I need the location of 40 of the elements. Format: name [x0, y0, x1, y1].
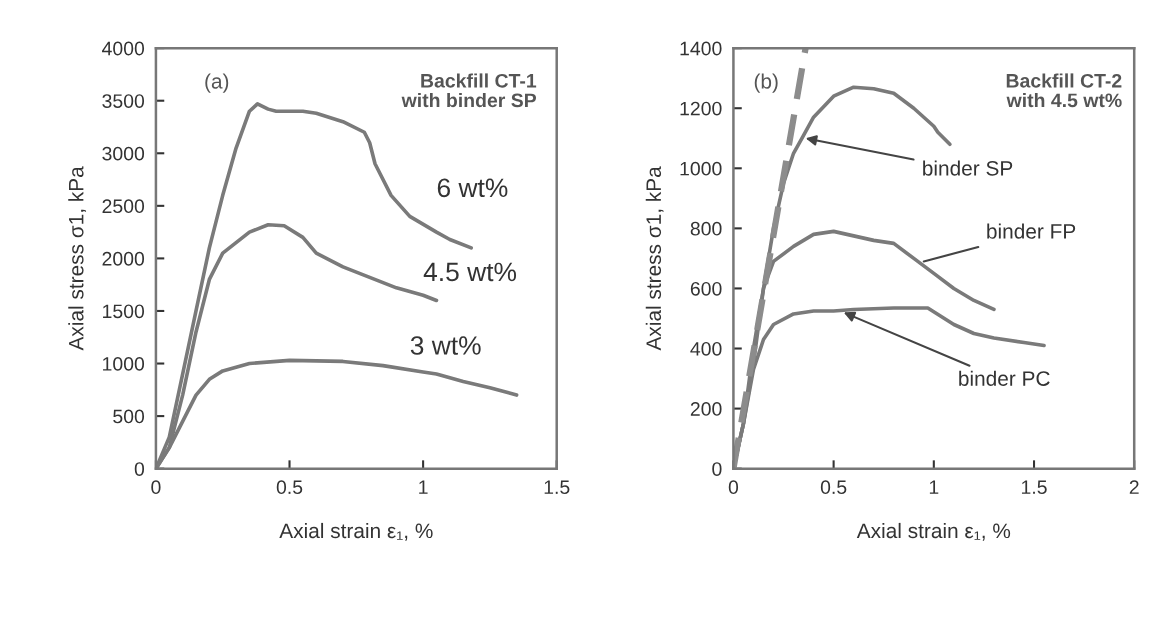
- y-tick-label: 4000: [102, 41, 145, 56]
- x-tick-label: 0: [728, 480, 739, 495]
- y-tick-label: 3500: [102, 94, 145, 108]
- y-axis-title: Axial stress σ1, kPa: [68, 166, 87, 351]
- x-tick-label: 1.5: [1021, 480, 1047, 495]
- annotation: binder FP: [987, 223, 1076, 239]
- y-tick-label: 2500: [102, 199, 145, 214]
- annotation: Backfill CT-2 with 4.5 wt%: [1006, 73, 1122, 108]
- x-tick-label: 1: [929, 480, 939, 494]
- x-axis-title: Axial strain ε₁, %: [856, 522, 1011, 541]
- annotation: (b): [754, 73, 778, 93]
- y-tick-label: 0: [134, 462, 145, 476]
- annotation: (a): [205, 73, 229, 93]
- x-axis-title: Axial strain ε₁, %: [279, 522, 433, 541]
- y-tick-label: 500: [113, 409, 145, 424]
- y-tick-label: 1000: [103, 357, 145, 371]
- x-tick-label: 1.5: [544, 480, 570, 495]
- series-label: 3 wt%: [410, 336, 481, 355]
- annotation: Backfill CT-1 with binder SP: [401, 73, 537, 108]
- x-tick-label: 0: [151, 480, 161, 495]
- y-tick-label: 600: [690, 281, 722, 296]
- annotation: binder SP: [923, 160, 1013, 176]
- y-tick-label: 0: [712, 462, 722, 476]
- y-tick-label: 1500: [103, 304, 145, 319]
- y-tick-label: 1000: [680, 161, 722, 176]
- y-tick-label: 1200: [680, 101, 722, 116]
- y-tick-label: 200: [690, 402, 722, 416]
- y-tick-label: 2000: [102, 251, 145, 266]
- series-label: 4.5 wt%: [423, 262, 517, 282]
- y-tick-label: 400: [690, 341, 722, 356]
- x-tick-label: 0.5: [276, 480, 303, 495]
- x-tick-label: 0.5: [820, 480, 847, 495]
- x-tick-label: 1: [419, 480, 428, 494]
- annotation: binder PC: [959, 370, 1050, 386]
- y-tick-label: 3000: [102, 146, 145, 161]
- series-label: 6 wt%: [437, 178, 508, 198]
- y-axis-title: Axial stress σ1, kPa: [645, 166, 664, 351]
- y-tick-label: 800: [690, 221, 722, 236]
- y-tick-label: 1400: [680, 41, 722, 56]
- x-tick-label: 2: [1129, 480, 1139, 494]
